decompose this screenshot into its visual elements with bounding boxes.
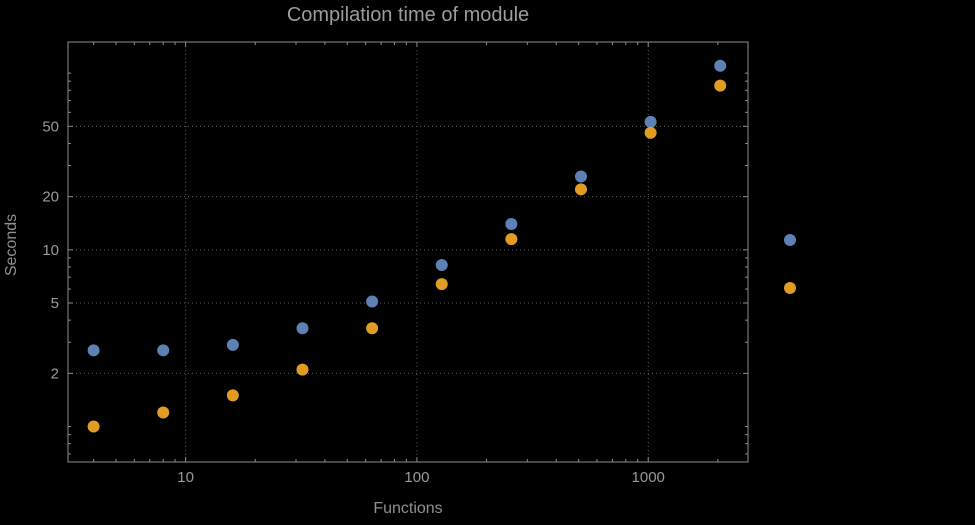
y-tick-label: 10 <box>42 242 59 259</box>
data-point-series-2 <box>226 389 239 402</box>
data-point-series-1 <box>296 322 309 335</box>
data-point-series-1 <box>435 259 448 272</box>
x-axis-label: Functions <box>373 500 443 517</box>
x-tick-label: 10 <box>177 469 194 486</box>
data-point-series-2 <box>714 79 727 92</box>
data-point-series-1 <box>87 344 100 357</box>
y-tick-label: 5 <box>51 295 59 312</box>
x-tick-label: 100 <box>404 469 429 486</box>
data-point-series-1 <box>157 344 170 357</box>
data-point-series-1 <box>226 338 239 351</box>
data-point-series-2 <box>87 420 100 433</box>
data-point-series-1 <box>366 295 379 308</box>
data-point-series-2 <box>296 363 309 376</box>
data-point-series-2 <box>157 406 170 419</box>
y-axis-label: Seconds <box>3 213 20 277</box>
data-point-series-2 <box>644 126 657 139</box>
legend-marker-series-1 <box>784 234 796 246</box>
chart-title: Compilation time of module <box>286 4 530 26</box>
data-point-series-1 <box>505 218 518 231</box>
y-tick-label: 2 <box>51 365 59 382</box>
y-tick-label: 50 <box>42 118 59 135</box>
y-tick-label: 20 <box>42 189 59 206</box>
data-point-series-2 <box>435 278 448 291</box>
data-point-series-2 <box>366 322 379 335</box>
legend-marker-series-2 <box>784 282 796 294</box>
data-point-series-2 <box>505 233 518 246</box>
data-point-series-1 <box>714 59 727 72</box>
data-point-series-2 <box>574 183 587 196</box>
plot-frame <box>67 41 749 463</box>
x-tick-label: 1000 <box>632 469 665 486</box>
data-point-series-1 <box>574 170 587 183</box>
data-point-series-1 <box>644 115 657 128</box>
